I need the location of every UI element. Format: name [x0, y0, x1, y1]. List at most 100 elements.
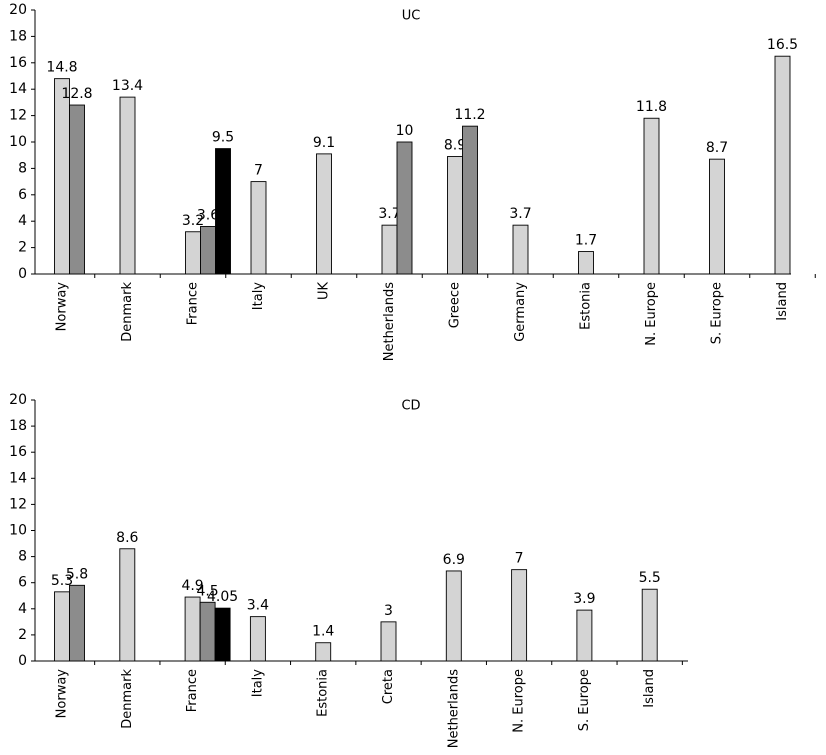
uc-data-label: 11.8	[636, 99, 667, 115]
uc-data-label: 11.2	[454, 107, 485, 123]
uc-data-label: 14.8	[46, 60, 77, 76]
y-tick-label: 2	[18, 240, 27, 256]
uc-bar	[54, 78, 70, 275]
y-tick-label: 0	[18, 266, 27, 282]
y-tick-label: 8	[18, 160, 27, 176]
cd-bar	[54, 591, 70, 662]
uc-data-label: 3.6	[197, 207, 219, 223]
x-category-label: Creta	[381, 669, 396, 704]
y-tick-label: 10	[9, 134, 27, 150]
cd-bar	[69, 584, 85, 662]
uc-bar	[316, 153, 332, 275]
y-tick-label: 6	[18, 575, 27, 591]
uc-data-label: 12.8	[61, 86, 92, 102]
x-category-label: Netherlands	[446, 669, 461, 748]
y-tick-label: 20	[9, 2, 27, 18]
y-tick-label: 16	[9, 55, 27, 71]
chart-title: UC	[402, 9, 421, 24]
uc-data-label: 3.2	[182, 213, 204, 229]
x-category-label: Denmark	[120, 282, 135, 342]
uc-bar	[512, 224, 529, 275]
y-tick-label: 6	[18, 187, 27, 203]
x-category-label: Estonia	[316, 669, 331, 717]
uc-data-label: 9.5	[212, 130, 234, 146]
y-tick-label: 12	[9, 108, 27, 124]
uc-data-label: 1.7	[575, 233, 597, 249]
cd-bar	[249, 616, 266, 662]
x-category-label: S. Europe	[577, 669, 592, 731]
uc-bar	[250, 181, 267, 275]
y-tick-label: 18	[9, 418, 27, 434]
uc-bar	[643, 117, 660, 275]
cd-data-label: 3.9	[573, 591, 595, 607]
y-tick-label: 18	[9, 28, 27, 44]
cd-data-label: 6.9	[443, 552, 465, 568]
cd-data-label: 1.4	[312, 624, 334, 640]
x-category-label: S. Europe	[710, 282, 725, 344]
cd-bar	[184, 596, 201, 662]
uc-bar	[774, 55, 791, 275]
chart-title: CD	[401, 399, 420, 414]
x-category-label: Denmark	[120, 669, 135, 729]
x-category-label: Island	[775, 282, 790, 321]
uc-bar	[381, 224, 398, 275]
y-tick-label: 14	[9, 470, 27, 486]
uc-bar	[396, 141, 413, 275]
uc-data-label: 7	[254, 163, 263, 179]
uc-bar	[215, 148, 231, 275]
x-category-label: N. Europe	[512, 669, 527, 733]
uc-bar	[462, 125, 478, 275]
cd-data-label: 5.8	[66, 566, 88, 582]
cd-bar	[199, 601, 216, 662]
x-category-label: UK	[317, 282, 332, 301]
uc-bar	[185, 231, 201, 275]
x-category-label: France	[186, 282, 201, 325]
y-tick-label: 16	[9, 444, 27, 460]
cd-data-label: 4.05	[207, 589, 238, 605]
uc-data-label: 9.1	[313, 135, 335, 151]
cd-chart-panel: CD 0 2 4 6 8 10 12 14 16 18 20 5.35.8 Norway 8.6 Denmar…	[9, 392, 688, 748]
cd-data-label: 5.3	[51, 573, 73, 589]
x-category-label: Greece	[448, 282, 463, 328]
y-tick-label: 10	[9, 523, 27, 539]
y-tick-label: 4	[18, 601, 27, 617]
cd-bar	[445, 570, 462, 662]
cd-data-label: 3	[384, 603, 393, 619]
uc-data-label: 8.7	[706, 140, 728, 156]
uc-bar	[69, 104, 85, 275]
uc-bar	[119, 96, 136, 275]
cd-bar	[214, 607, 231, 662]
y-tick-label: 8	[18, 549, 27, 565]
cd-bar	[315, 642, 332, 662]
x-category-label: Germany	[513, 282, 528, 342]
uc-data-label: 13.4	[112, 78, 143, 94]
cd-bar	[119, 548, 136, 662]
x-category-label: Norway	[55, 669, 70, 719]
uc-bar	[447, 156, 463, 275]
cd-bar	[641, 588, 658, 662]
uc-data-label: 3.7	[509, 206, 531, 222]
x-category-label: Italy	[250, 669, 265, 698]
x-category-label: Island	[642, 669, 657, 708]
cd-bar	[576, 609, 593, 662]
uc-bar	[200, 226, 216, 275]
y-tick-label: 2	[18, 627, 27, 643]
y-tick-label: 0	[18, 653, 27, 669]
uc-data-label: 16.5	[767, 37, 798, 53]
cd-data-label: 4.9	[181, 578, 203, 594]
cd-bar	[511, 569, 528, 662]
cd-data-label: 8.6	[116, 530, 138, 546]
y-tick-label: 4	[18, 213, 27, 229]
uc-data-label: 8.9	[444, 138, 466, 154]
cd-data-label: 5.5	[639, 570, 661, 586]
x-category-label: Netherlands	[382, 282, 397, 361]
y-tick-label: 20	[9, 392, 27, 408]
cd-data-label: 4.5	[196, 583, 218, 599]
cd-data-label: 3.4	[247, 598, 269, 614]
cd-bar	[380, 621, 397, 662]
uc-bar	[578, 251, 594, 275]
uc-data-label: 10	[396, 123, 414, 139]
x-category-label: N. Europe	[644, 282, 659, 346]
x-category-label: Norway	[55, 282, 70, 332]
